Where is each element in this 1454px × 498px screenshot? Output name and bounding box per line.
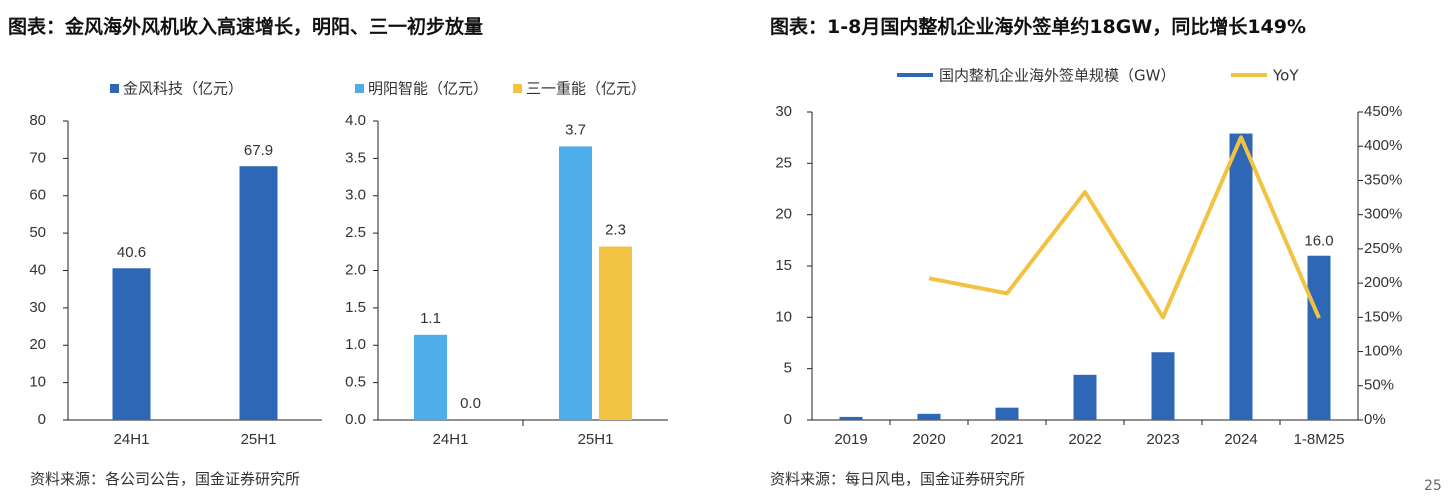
chart1-y-tick-label: 40	[29, 261, 46, 278]
chart1-data-label: 40.6	[117, 244, 146, 261]
chart2-bar-mingyang	[559, 146, 592, 421]
chart1-legend-goldwind-label: 金风科技（亿元）	[123, 80, 243, 98]
chart1-data-label: 67.9	[244, 142, 273, 159]
chart3-yoy-line	[928, 135, 1321, 320]
chart3-x-tick-label: 2019	[834, 431, 867, 448]
chart2-legend-sany-label: 三一重能（亿元）	[526, 80, 646, 98]
chart3-y2-tick-label: 250%	[1364, 240, 1402, 257]
chart3-x-tick-label: 2022	[1068, 431, 1101, 448]
chart2-y-tick-label: 1.5	[345, 299, 366, 316]
chart3-y-tick-label: 5	[784, 360, 792, 377]
chart2-y-tick-label: 1.0	[345, 336, 366, 353]
chart3-bar	[839, 416, 863, 420]
chart2-y-tick-label: 2.0	[345, 261, 366, 278]
chart3-legend-yoy-label: YoY	[1272, 67, 1299, 85]
chart2-data-label: 1.1	[420, 310, 441, 327]
chart3-data-label: 16.0	[1304, 233, 1333, 250]
chart3-y2-tick-label: 100%	[1364, 343, 1402, 360]
page-number: 25	[1424, 478, 1442, 494]
left-source-note: 资料来源：各公司公告，国金证券研究所	[30, 470, 301, 488]
chart2-x-tick-label: 25H1	[578, 431, 614, 448]
chart2-y-tick-label: 3.0	[345, 187, 366, 204]
chart3-x-tick-label: 2023	[1146, 431, 1179, 448]
chart2-data-label: 3.7	[565, 121, 586, 138]
chart3-bar	[995, 407, 1019, 420]
chart3-y2-tick-label: 50%	[1364, 377, 1394, 394]
chart1-x-tick-label: 25H1	[241, 431, 277, 448]
chart3-y-tick-label: 10	[775, 308, 792, 325]
chart3-y-tick-label: 25	[775, 154, 792, 171]
chart3-bar	[1073, 374, 1097, 420]
chart3-x-tick-label: 2020	[912, 431, 945, 448]
chart1-y-tick-label: 10	[29, 374, 46, 391]
chart3-x-tick-label: 2024	[1224, 431, 1257, 448]
chart1-y-tick-label: 60	[29, 187, 46, 204]
chart3-legend-yoy-swatch	[1231, 73, 1267, 77]
chart2-data-label: 2.3	[605, 222, 626, 239]
chart2-y-tick-label: 2.5	[345, 224, 366, 241]
chart2-y-tick-label: 4.0	[345, 112, 366, 129]
chart2-legend-sany-swatch	[513, 84, 522, 93]
chart1-y-tick-label: 20	[29, 336, 46, 353]
chart3-bar	[1307, 255, 1331, 420]
chart1-x-tick-label: 24H1	[114, 431, 150, 448]
chart1-legend-goldwind-swatch	[110, 84, 119, 93]
chart2-legend-mingyang-swatch	[355, 84, 364, 93]
chart2-y-tick-label: 0.0	[345, 411, 366, 428]
chart3-y2-tick-label: 0%	[1364, 411, 1386, 428]
chart2-y-tick-label: 0.5	[345, 374, 366, 391]
right-chart-title: 图表：1-8月国内整机企业海外签单约18GW，同比增长149%	[770, 16, 1307, 38]
chart3-legend-orders-label: 国内整机企业海外签单规模（GW）	[939, 67, 1175, 85]
chart3-y2-tick-label: 300%	[1364, 206, 1402, 223]
chart1-y-tick-label: 0	[38, 411, 46, 428]
chart3-y2-tick-label: 350%	[1364, 171, 1402, 188]
chart3-y2-tick-label: 400%	[1364, 137, 1402, 154]
chart2-legend-mingyang-label: 明阳智能（亿元）	[368, 80, 488, 98]
chart3-y-tick-label: 30	[775, 103, 792, 120]
chart3-bar	[917, 413, 941, 420]
chart1-y-tick-label: 50	[29, 224, 46, 241]
chart3-y-tick-label: 20	[775, 206, 792, 223]
chart1-y-tick-label: 70	[29, 149, 46, 166]
chart3-x-tick-label: 1-8M25	[1294, 431, 1345, 448]
chart3-legend-orders-swatch	[897, 73, 933, 77]
chart1-y-tick-label: 30	[29, 299, 46, 316]
chart3-y-tick-label: 0	[784, 411, 792, 428]
chart3-bar	[1229, 133, 1253, 420]
chart2-bar-mingyang	[414, 334, 447, 420]
chart2-y-tick-label: 3.5	[345, 149, 366, 166]
chart2-bar-sany	[599, 246, 632, 420]
chart2-data-label: 0.0	[460, 395, 481, 412]
chart3-y2-tick-label: 150%	[1364, 308, 1402, 325]
right-source-note: 资料来源：每日风电，国金证券研究所	[770, 470, 1026, 488]
chart3-x-tick-label: 2021	[990, 431, 1023, 448]
chart3-bar	[1151, 352, 1175, 420]
chart1-bar	[239, 166, 278, 420]
left-chart-title: 图表：金风海外风机收入高速增长，明阳、三一初步放量	[8, 16, 484, 38]
chart2-x-tick-label: 24H1	[433, 431, 469, 448]
chart1-bar	[112, 268, 151, 420]
chart3-y2-tick-label: 450%	[1364, 103, 1402, 120]
chart3-y-tick-label: 15	[775, 257, 792, 274]
chart1-y-tick-label: 80	[29, 112, 46, 129]
chart3-y2-tick-label: 200%	[1364, 274, 1402, 291]
